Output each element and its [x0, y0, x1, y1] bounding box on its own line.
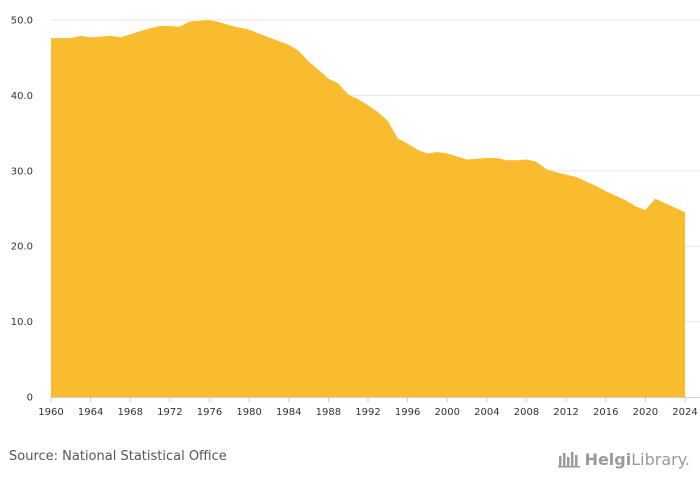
x-tick-label: 2000: [435, 407, 460, 418]
y-tick-label: 0: [27, 393, 33, 404]
y-tick-label: 10.0: [11, 317, 33, 328]
x-tick-label: 1988: [316, 407, 341, 418]
y-tick-label: 50.0: [11, 16, 33, 27]
x-tick-label: 2024: [672, 407, 697, 418]
logo-text: HelgiLibrary.: [585, 450, 690, 469]
logo-part2: Library: [631, 449, 685, 469]
area-series: [51, 20, 685, 397]
x-tick-label: 1972: [157, 407, 182, 418]
y-tick-label: 30.0: [11, 166, 33, 177]
x-tick-label: 2016: [593, 407, 618, 418]
source-note: Source: National Statistical Office: [9, 449, 227, 464]
area-chart: 0 10.0 20.0 30.0 40.0 50.0 1960 1964 1968 1972 197…: [11, 16, 700, 418]
x-tick-label: 1960: [38, 407, 63, 418]
x-tick-label: 1996: [395, 407, 420, 418]
x-tick-label: 1984: [276, 407, 301, 418]
x-tick-label: 1992: [355, 407, 380, 418]
x-tick-label: 2012: [553, 407, 578, 418]
x-tick-label: 2008: [514, 407, 539, 418]
x-tick-label: 1976: [197, 407, 222, 418]
x-tick-label: 1980: [236, 407, 261, 418]
library-icon: [557, 452, 580, 468]
x-tick-label: 2004: [474, 407, 499, 418]
logo-part1: Helgi: [584, 449, 632, 469]
x-tick-label: 1964: [78, 407, 103, 418]
x-tick-label: 1968: [118, 407, 143, 418]
y-tick-label: 20.0: [11, 242, 33, 253]
x-tick-label: 2020: [633, 407, 658, 418]
y-tick-label: 40.0: [11, 91, 33, 102]
helgi-library-logo[interactable]: HelgiLibrary.: [557, 448, 690, 470]
logo-suffix: .: [684, 449, 690, 469]
